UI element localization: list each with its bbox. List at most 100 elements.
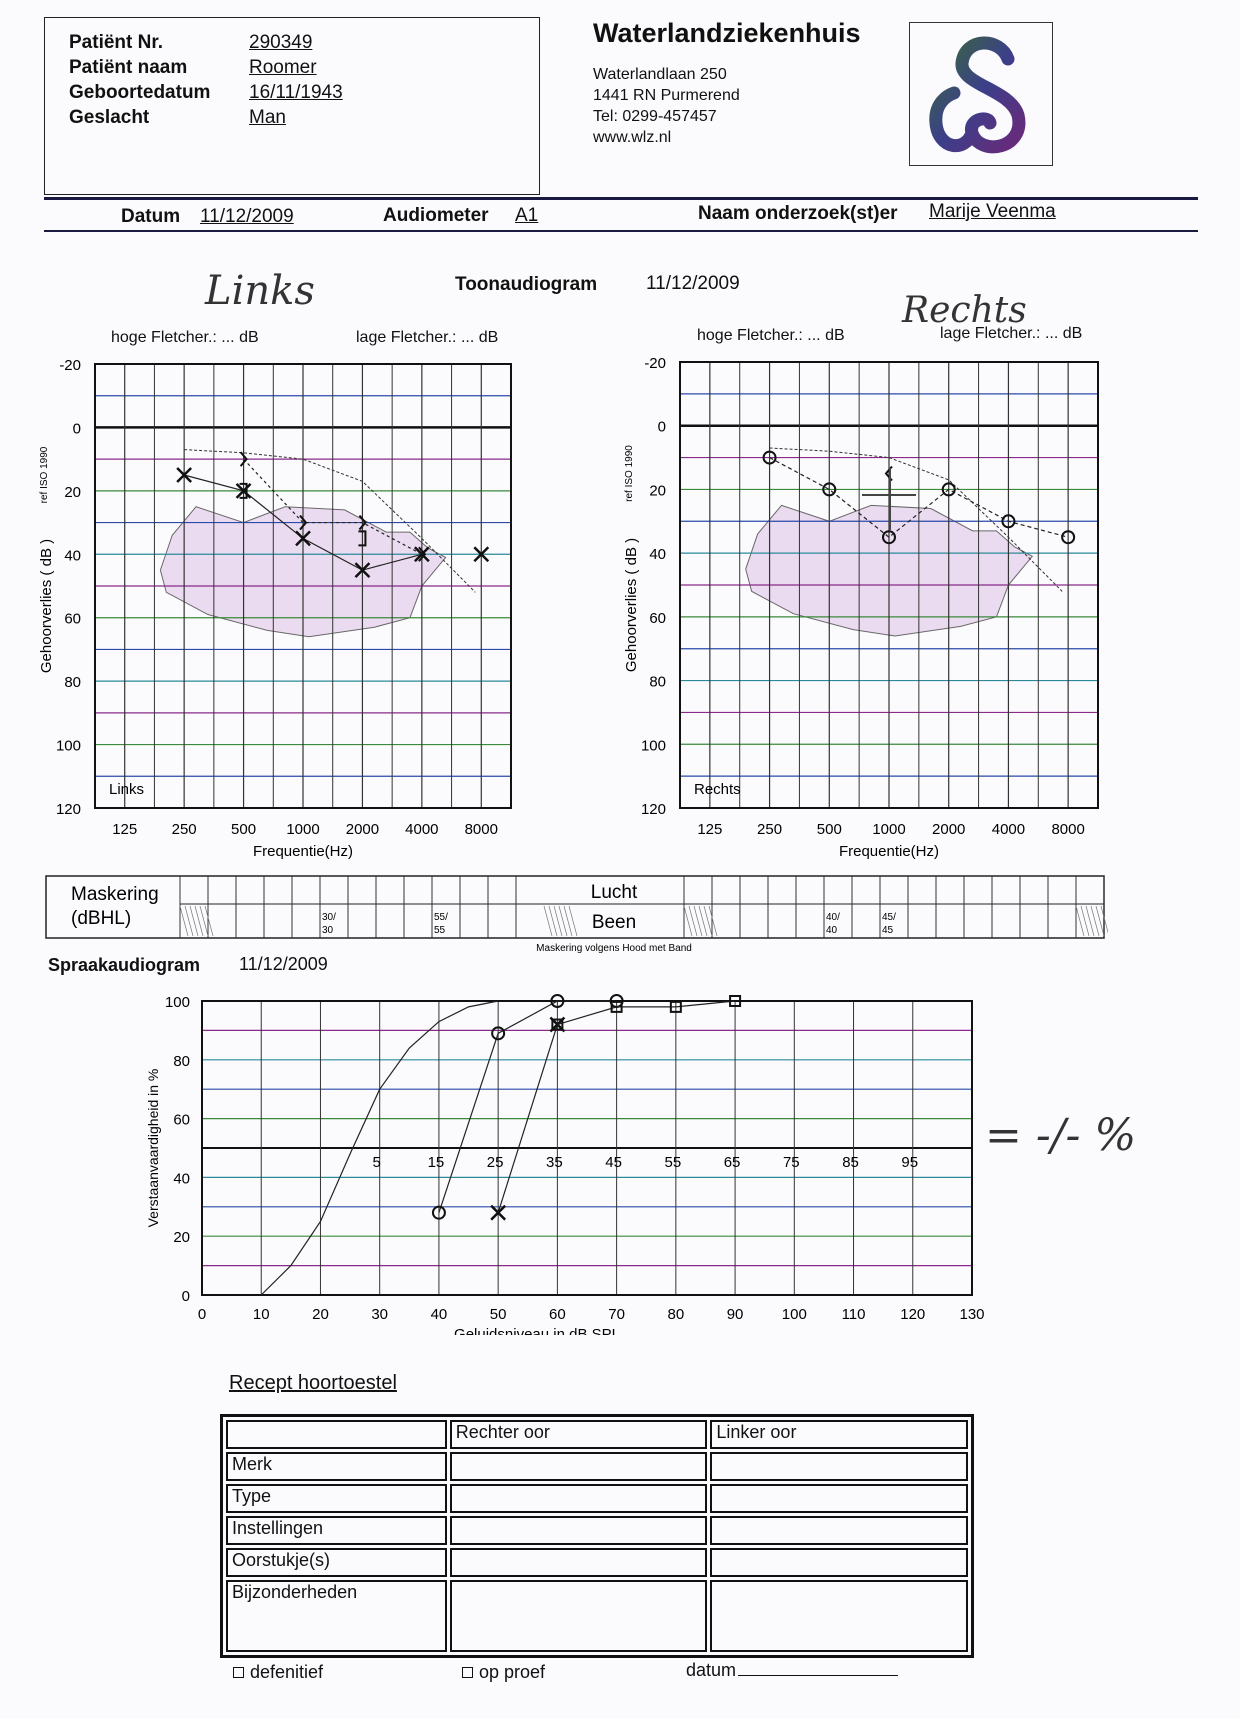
hatch bbox=[688, 905, 698, 937]
checkbox-icon[interactable] bbox=[233, 1667, 244, 1678]
linker-oor-bijzonderheden-field[interactable] bbox=[710, 1580, 968, 1652]
masking-note: Maskering volgens Hood met Band bbox=[536, 943, 692, 954]
circle-marker bbox=[1061, 530, 1076, 545]
secondary-tick-label: 75 bbox=[783, 1154, 800, 1171]
datum-footer-label: datum bbox=[686, 1660, 737, 1680]
handwritten-links: Links bbox=[205, 268, 315, 314]
linker-oor-merk-field[interactable] bbox=[710, 1452, 968, 1481]
tone-audiogram-title: Toonaudiogram bbox=[455, 274, 598, 295]
speech-audiogram-title: Spraakaudiogram bbox=[48, 955, 201, 975]
x-tick-label: 50 bbox=[490, 1306, 507, 1323]
plot-border bbox=[679, 361, 1099, 809]
x-tick-label: 1000 bbox=[286, 821, 319, 838]
y-tick-label: 0 bbox=[658, 419, 666, 436]
x-tick-label: 4000 bbox=[405, 821, 438, 838]
x-tick-label: 8000 bbox=[465, 821, 498, 838]
right-curve bbox=[438, 1000, 617, 1213]
hatch bbox=[698, 905, 708, 937]
linker-oor-instellingen-field[interactable] bbox=[710, 1516, 968, 1545]
x-tick-label: 60 bbox=[549, 1306, 566, 1323]
hatch bbox=[1100, 905, 1108, 934]
hatch bbox=[184, 905, 194, 937]
checkbox-icon[interactable] bbox=[462, 1667, 473, 1678]
normal-threshold-line bbox=[184, 449, 476, 593]
op-proef-label: op proef bbox=[479, 1662, 546, 1682]
y-tick-label: 80 bbox=[64, 674, 81, 691]
x-tick-label: 500 bbox=[231, 821, 256, 838]
bone-right-marker bbox=[299, 514, 308, 531]
y-tick-label: 40 bbox=[173, 1170, 190, 1187]
patient-name-row: Patiënt naam Roomer bbox=[69, 57, 317, 79]
linker-oor-oorstukje-field[interactable] bbox=[710, 1548, 968, 1577]
patient-number-row: Patiënt Nr. 290349 bbox=[69, 32, 312, 54]
header-cell-rechter-oor: Rechter oor bbox=[449, 1420, 708, 1449]
patient-name: Roomer bbox=[249, 57, 317, 78]
table-row: Type bbox=[226, 1484, 968, 1513]
rechter-oor-type-field[interactable] bbox=[449, 1484, 708, 1513]
secondary-tick-label: 85 bbox=[842, 1154, 859, 1171]
hatch bbox=[543, 905, 553, 937]
handwritten-note: = -/- % bbox=[985, 1110, 1137, 1161]
hatch bbox=[568, 905, 578, 937]
divider bbox=[44, 230, 1198, 232]
label: Patiënt naam bbox=[69, 57, 188, 78]
hatch bbox=[563, 905, 573, 937]
ref-label: ref ISO 1990 bbox=[39, 446, 50, 503]
rechter-oor-oorstukje-field[interactable] bbox=[449, 1548, 708, 1577]
gender-row: Geslacht Man bbox=[69, 107, 286, 129]
hatch bbox=[1085, 905, 1095, 937]
x-marker bbox=[235, 482, 252, 499]
x-tick-label: 70 bbox=[608, 1306, 625, 1323]
y-tick-label: 60 bbox=[64, 611, 81, 628]
row-label: Instellingen bbox=[226, 1516, 447, 1545]
row-label: Oorstukje(s) bbox=[226, 1548, 447, 1577]
x-marker bbox=[295, 530, 311, 547]
datum-field[interactable]: datum bbox=[686, 1660, 899, 1681]
circle-marker bbox=[431, 1205, 446, 1220]
patient-info-box: Patiënt Nr. 290349 Patiënt naam Roomer Geb… bbox=[44, 17, 540, 195]
y-tick-label: 120 bbox=[641, 801, 666, 818]
hospital-name: Waterlandziekenhuis bbox=[593, 18, 861, 48]
x-tick-label: 125 bbox=[112, 821, 137, 838]
bone-right-marker bbox=[239, 451, 248, 467]
rechter-oor-instellingen-field[interactable] bbox=[449, 1516, 708, 1545]
masking-value: 55/ bbox=[434, 912, 448, 923]
phone: Tel: 0299-457457 bbox=[593, 108, 717, 125]
table-row: Merk bbox=[226, 1452, 968, 1481]
square-marker bbox=[729, 995, 742, 1007]
ref-label: ref ISO 1990 bbox=[624, 445, 635, 502]
binaural-curve bbox=[557, 1000, 736, 1026]
rechter-oor-merk-field[interactable] bbox=[449, 1452, 708, 1481]
linker-oor-type-field[interactable] bbox=[710, 1484, 968, 1513]
x-tick-label: 2000 bbox=[932, 821, 965, 838]
x-tick-label: 4000 bbox=[992, 821, 1025, 838]
normal-curve bbox=[260, 1000, 499, 1296]
op-proef-option[interactable]: op proef bbox=[462, 1662, 545, 1683]
bone-right-marker bbox=[358, 514, 367, 531]
y-tick-label: 40 bbox=[64, 547, 81, 564]
air-line bbox=[769, 457, 1069, 538]
circle-marker bbox=[882, 530, 896, 545]
y-tick-label: 100 bbox=[56, 738, 81, 755]
table-row: Instellingen bbox=[226, 1516, 968, 1545]
definitief-option[interactable]: defenitief bbox=[233, 1662, 323, 1683]
hatch bbox=[1095, 905, 1105, 937]
masking-value: 45/ bbox=[882, 912, 896, 923]
secondary-tick-label: 65 bbox=[724, 1154, 741, 1171]
rechter-oor-bijzonderheden-field[interactable] bbox=[449, 1580, 708, 1652]
examiner-label: Naam onderzoek(st)er bbox=[698, 203, 898, 224]
x-tick-label: 500 bbox=[817, 821, 842, 838]
gender: Man bbox=[249, 107, 286, 128]
y-tick-label: -20 bbox=[644, 355, 666, 372]
square-marker bbox=[551, 1018, 564, 1031]
y-axis-label: Gehoorverlies ( dB ) bbox=[623, 538, 640, 672]
x-tick-label: 250 bbox=[172, 821, 197, 838]
left-curve bbox=[497, 1024, 558, 1213]
hatch bbox=[693, 905, 703, 937]
address-line: Waterlandlaan 250 bbox=[593, 66, 727, 83]
birthdate: 16/11/1943 bbox=[249, 82, 343, 103]
hatch bbox=[1075, 905, 1085, 937]
recept-title: Recept hoortoestel bbox=[229, 1372, 397, 1394]
x-tick-label: 20 bbox=[312, 1306, 329, 1323]
y-tick-label: 40 bbox=[649, 546, 666, 563]
